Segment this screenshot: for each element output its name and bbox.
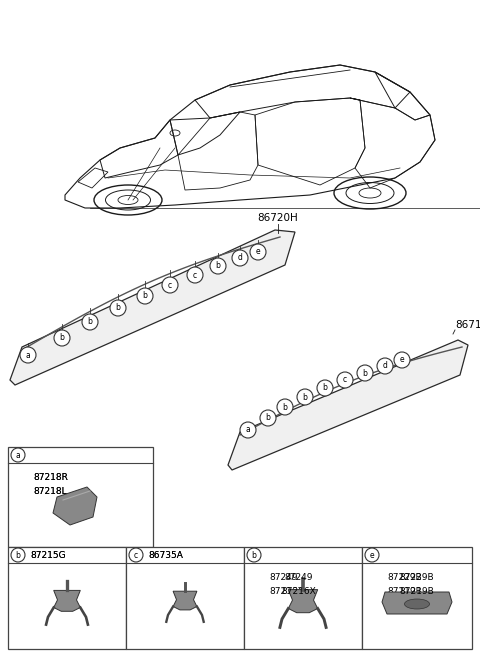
Text: a: a: [16, 451, 20, 459]
Circle shape: [277, 399, 293, 415]
Text: b: b: [116, 304, 120, 313]
Text: b: b: [265, 413, 270, 422]
Text: 87229B: 87229B: [387, 572, 421, 581]
Text: 87216X: 87216X: [281, 587, 316, 595]
Text: d: d: [238, 254, 242, 263]
Text: 87218R: 87218R: [33, 472, 68, 482]
Text: 87215G: 87215G: [30, 551, 66, 560]
Text: 87249: 87249: [284, 572, 312, 581]
Circle shape: [210, 258, 226, 274]
Text: 86735A: 86735A: [148, 551, 183, 560]
Text: d: d: [383, 361, 387, 371]
Circle shape: [260, 410, 276, 426]
Text: 87219B: 87219B: [387, 587, 422, 595]
Polygon shape: [288, 589, 318, 613]
Text: b: b: [283, 403, 288, 411]
Polygon shape: [53, 487, 97, 525]
Circle shape: [377, 358, 393, 374]
Bar: [244, 547, 362, 649]
Circle shape: [20, 347, 36, 363]
Bar: [126, 547, 244, 649]
Text: e: e: [400, 355, 404, 365]
Text: c: c: [134, 551, 138, 560]
Circle shape: [394, 352, 410, 368]
Circle shape: [240, 422, 256, 438]
Text: b: b: [143, 292, 147, 300]
Circle shape: [11, 448, 25, 462]
Text: b: b: [15, 551, 21, 560]
Circle shape: [317, 380, 333, 396]
Text: b: b: [216, 261, 220, 271]
Circle shape: [54, 330, 70, 346]
Text: c: c: [193, 271, 197, 279]
Circle shape: [82, 314, 98, 330]
Circle shape: [337, 372, 353, 388]
Ellipse shape: [405, 599, 430, 609]
Text: b: b: [252, 551, 256, 560]
Text: a: a: [246, 426, 251, 434]
Bar: [362, 547, 472, 649]
Text: c: c: [168, 281, 172, 290]
Polygon shape: [54, 591, 80, 611]
Bar: [8, 547, 126, 649]
Text: 87216X: 87216X: [269, 587, 304, 595]
Circle shape: [365, 548, 379, 562]
Text: b: b: [87, 317, 93, 327]
Text: b: b: [302, 392, 307, 401]
Text: e: e: [256, 248, 260, 256]
Text: 87249: 87249: [269, 572, 298, 581]
Circle shape: [297, 389, 313, 405]
Text: b: b: [60, 334, 64, 342]
Text: 86735A: 86735A: [148, 551, 183, 560]
Circle shape: [110, 300, 126, 316]
Text: 87218R: 87218R: [33, 472, 68, 482]
Text: 87229B: 87229B: [399, 572, 433, 581]
Circle shape: [137, 288, 153, 304]
Text: 87218L: 87218L: [33, 486, 67, 495]
Text: 86710H: 86710H: [455, 320, 480, 330]
Text: 87219B: 87219B: [399, 587, 434, 595]
Polygon shape: [382, 592, 452, 614]
Text: a: a: [25, 350, 30, 359]
Text: c: c: [343, 376, 347, 384]
Circle shape: [357, 365, 373, 381]
Circle shape: [129, 548, 143, 562]
Circle shape: [187, 267, 203, 283]
Circle shape: [162, 277, 178, 293]
Text: b: b: [323, 384, 327, 392]
Circle shape: [232, 250, 248, 266]
Text: 87215G: 87215G: [30, 551, 66, 560]
Text: b: b: [362, 369, 367, 378]
Circle shape: [247, 548, 261, 562]
Polygon shape: [173, 591, 197, 610]
Text: 86720H: 86720H: [258, 213, 299, 223]
Circle shape: [11, 548, 25, 562]
Bar: [8, 447, 153, 547]
Polygon shape: [10, 230, 295, 385]
Circle shape: [250, 244, 266, 260]
Polygon shape: [228, 340, 468, 470]
Text: e: e: [370, 551, 374, 560]
Text: 87218L: 87218L: [33, 486, 67, 495]
